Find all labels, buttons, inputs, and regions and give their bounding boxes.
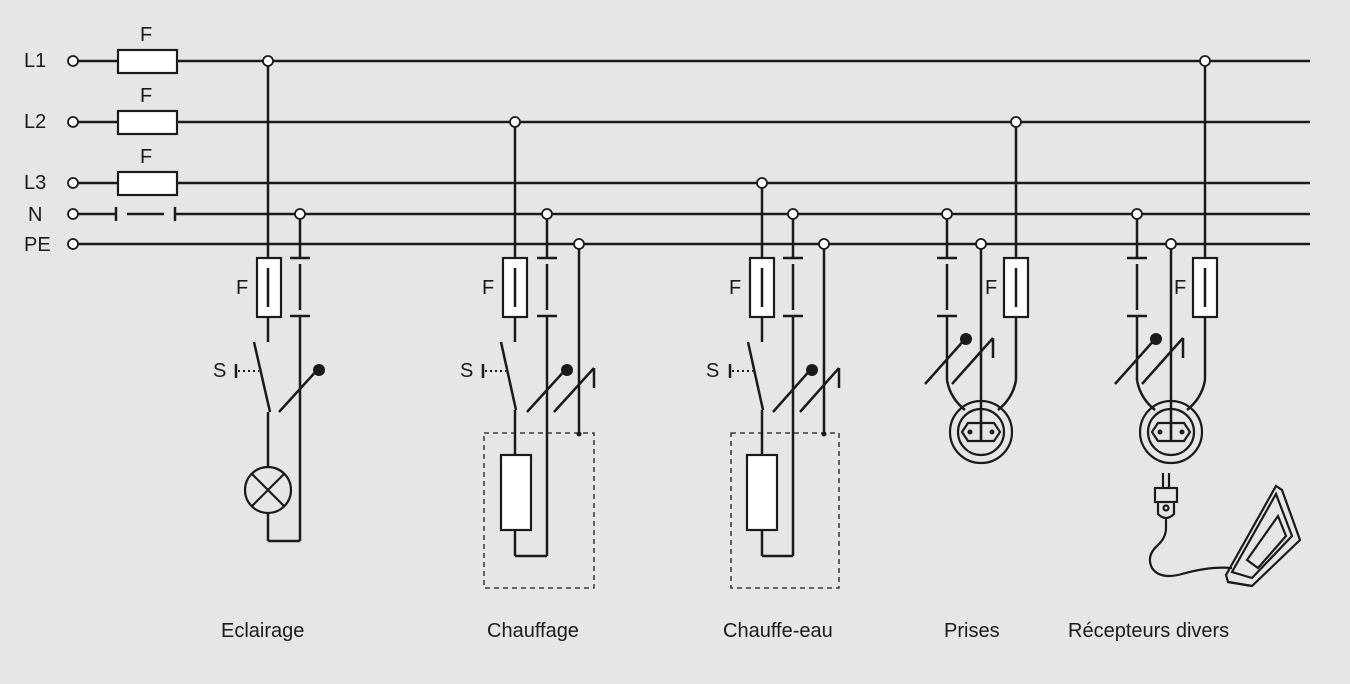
main-fuse-label-l1: F [140, 24, 152, 46]
iron-appliance-icon [1148, 473, 1302, 588]
supply-lines: L1 F L2 F L3 F N PE [24, 24, 1310, 256]
switch-chauffe-eau [746, 341, 765, 411]
main-fuse-label-l2: F [140, 85, 152, 107]
circuit-chauffage: F S [460, 116, 596, 589]
terminal-pe [67, 238, 79, 250]
fuse-label-chauffage: F [482, 277, 494, 299]
line-label-n: N [28, 204, 42, 226]
terminal-l2 [67, 116, 79, 128]
switch-chauffage [499, 341, 518, 411]
captions: Eclairage Chauffage Chauffe-eau Prises R… [221, 620, 1229, 642]
switch-label-eclairage: S [213, 360, 226, 382]
circuit-recepteurs: F [1114, 55, 1302, 588]
switch-label-chauffage: S [460, 360, 473, 382]
circuit-eclairage: F S [213, 55, 325, 543]
line-label-l2: L2 [24, 111, 46, 133]
socket-icon [948, 399, 1014, 465]
line-label-l3: L3 [24, 172, 46, 194]
enclosure-chauffage [483, 432, 595, 589]
fuse-label-recepteurs: F [1174, 277, 1186, 299]
caption-eclairage: Eclairage [221, 620, 304, 642]
terminal-l3 [67, 177, 79, 189]
water-heater-element [745, 453, 779, 532]
circuit-chauffe-eau: F S [706, 177, 841, 589]
fuse-label-chauffe-eau: F [729, 277, 741, 299]
caption-prises: Prises [944, 620, 1000, 642]
main-fuse-l1 [116, 48, 179, 75]
caption-chauffe-eau: Chauffe-eau [723, 620, 833, 642]
main-fuse-l3 [116, 170, 179, 197]
main-fuse-l2 [116, 109, 179, 136]
terminal-l1 [67, 55, 79, 67]
line-label-l1: L1 [24, 50, 46, 72]
heater-element [499, 453, 533, 532]
circuit-prises: F [924, 116, 1030, 465]
socket-icon [1138, 399, 1204, 465]
switch-eclairage [252, 341, 272, 413]
enclosure-chauffe-eau [730, 432, 840, 589]
main-fuse-label-l3: F [140, 146, 152, 168]
line-label-pe: PE [24, 234, 51, 256]
caption-chauffage: Chauffage [487, 620, 579, 642]
caption-recepteurs: Récepteurs divers [1068, 620, 1229, 642]
terminal-n [67, 208, 79, 220]
fuse-label-eclairage: F [236, 277, 248, 299]
fuse-label-prises: F [985, 277, 997, 299]
switch-label-chauffe-eau: S [706, 360, 719, 382]
fuse-recepteurs [1191, 256, 1219, 319]
